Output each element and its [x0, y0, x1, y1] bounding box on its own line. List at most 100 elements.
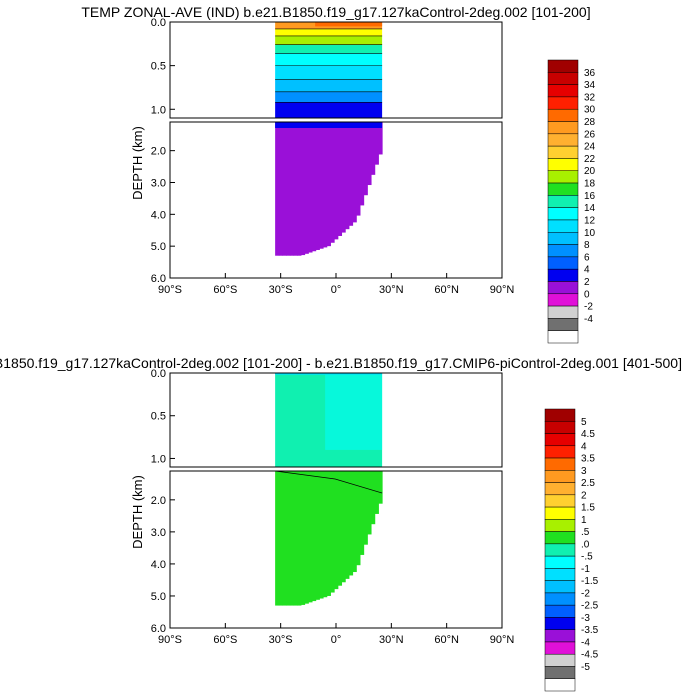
- y-tick-label: 5.0: [151, 591, 166, 603]
- temperature-band: [278, 122, 284, 256]
- colorbar-swatch: [544, 470, 576, 483]
- y-tick-label: 2.0: [151, 495, 166, 507]
- plot-area: [275, 373, 383, 606]
- anomaly-band: [323, 471, 328, 598]
- y-tick-label: 6.0: [151, 623, 166, 635]
- temperature-band: [356, 122, 361, 216]
- anomaly-band: [286, 471, 291, 606]
- anomaly-band: [289, 471, 295, 606]
- anomaly-band: [278, 471, 284, 606]
- colorbar-label: 36: [584, 68, 596, 79]
- colorbar-swatch: [544, 421, 576, 434]
- colorbar-swatch: [544, 568, 576, 581]
- colorbar-swatch: [547, 281, 579, 295]
- y-tick-label: 2.0: [151, 146, 166, 158]
- colorbar-label: 10: [584, 228, 596, 239]
- temperature-band: [275, 122, 280, 256]
- colorbar-label: -4: [581, 637, 590, 648]
- temperature-band: [378, 122, 383, 155]
- anomaly-band: [371, 471, 376, 525]
- colorbar-swatch: [544, 531, 576, 545]
- anomaly-band: [325, 374, 383, 450]
- colorbar-label: 32: [584, 92, 596, 103]
- colorbar-label: 3.5: [581, 454, 595, 465]
- temperature-band: [275, 53, 383, 66]
- colorbar-swatch: [547, 207, 579, 221]
- y-tick-label: 0.0: [151, 368, 166, 380]
- anomaly-band: [293, 471, 298, 606]
- colorbar-swatch: [544, 457, 576, 471]
- temperature-band: [326, 122, 331, 247]
- colorbar-swatch: [544, 580, 576, 594]
- y-tick-label: 3.0: [151, 177, 166, 189]
- anomaly-band: [363, 471, 368, 545]
- temperature-band: [297, 122, 302, 256]
- temperature-band: [275, 65, 383, 80]
- panel-temperature: TEMP ZONAL-AVE (IND) b.e21.B1850.f19_g17…: [81, 4, 596, 344]
- colorbar: 54.543.532.521.51.5.0-.5-1-1.5-2-2.5-3-3…: [544, 408, 599, 692]
- colorbar-label: .5: [581, 527, 590, 538]
- temperature-band: [330, 122, 335, 243]
- colorbar-swatch: [547, 293, 579, 307]
- temperature-band: [348, 122, 354, 226]
- x-tick-label: 90°S: [158, 634, 182, 646]
- temperature-band: [367, 122, 372, 186]
- colorbar-label: -2: [581, 588, 590, 599]
- temperature-band: [293, 122, 298, 256]
- colorbar-swatch: [547, 219, 579, 233]
- colorbar-swatch: [544, 543, 576, 557]
- x-tick-label: 30°N: [379, 634, 404, 646]
- anomaly-band: [297, 471, 302, 606]
- colorbar-swatch: [547, 108, 579, 122]
- temperature-band: [286, 122, 291, 256]
- colorbar-label: -3.5: [581, 625, 599, 636]
- colorbar-swatch: [544, 666, 576, 679]
- anomaly-band: [341, 471, 346, 583]
- y-tick-label: 0.0: [151, 17, 166, 29]
- colorbar-swatch: [544, 519, 576, 532]
- x-tick-label: 30°S: [269, 284, 293, 296]
- colorbar-label: -2.5: [581, 601, 599, 612]
- colorbar-swatch: [547, 318, 579, 331]
- colorbar-label: 1: [581, 515, 587, 526]
- colorbar-swatch: [547, 158, 579, 171]
- temperature-band: [275, 35, 383, 45]
- x-tick-label: 60°N: [434, 634, 459, 646]
- colorbar-label: .0: [581, 539, 590, 550]
- anomaly-band: [352, 471, 357, 573]
- y-tick-label: 0.5: [151, 411, 166, 423]
- anomaly-band: [345, 471, 350, 579]
- x-tick-label: 30°S: [269, 634, 293, 646]
- temperature-band: [275, 79, 383, 92]
- anomaly-band: [315, 471, 320, 600]
- colorbar-swatch: [544, 433, 576, 447]
- colorbar-label: 30: [584, 105, 596, 116]
- colorbar-label: 5: [581, 417, 587, 428]
- temperature-band: [289, 122, 295, 256]
- anomaly-band: [282, 471, 287, 606]
- colorbar-label: 3: [581, 466, 587, 477]
- colorbar-swatch: [547, 145, 579, 159]
- x-tick-label: 90°S: [158, 284, 182, 296]
- colorbar-label: 28: [584, 117, 596, 128]
- colorbar-label: 20: [584, 166, 596, 177]
- colorbar-swatch: [547, 195, 579, 208]
- x-tick-label: 0°: [331, 284, 342, 296]
- x-tick-label: 60°S: [213, 634, 237, 646]
- x-tick-label: 90°N: [490, 284, 515, 296]
- colorbar-swatch: [547, 268, 579, 282]
- chart-title: TEMP ZONAL-AVE (IND) b.e21.B1850.f19_g17…: [81, 4, 590, 20]
- colorbar-swatch: [547, 305, 579, 319]
- colorbar-label: 26: [584, 129, 596, 140]
- colorbar-swatch: [544, 408, 576, 422]
- colorbar-label: 24: [584, 142, 596, 153]
- anomaly-band: [275, 471, 280, 606]
- anomaly-band: [337, 471, 343, 586]
- temperature-band: [300, 122, 306, 256]
- y-tick-label: 4.0: [151, 209, 166, 221]
- upper-axes-frame: [169, 372, 503, 468]
- colorbar-swatch: [547, 244, 579, 258]
- temperature-band: [312, 122, 317, 252]
